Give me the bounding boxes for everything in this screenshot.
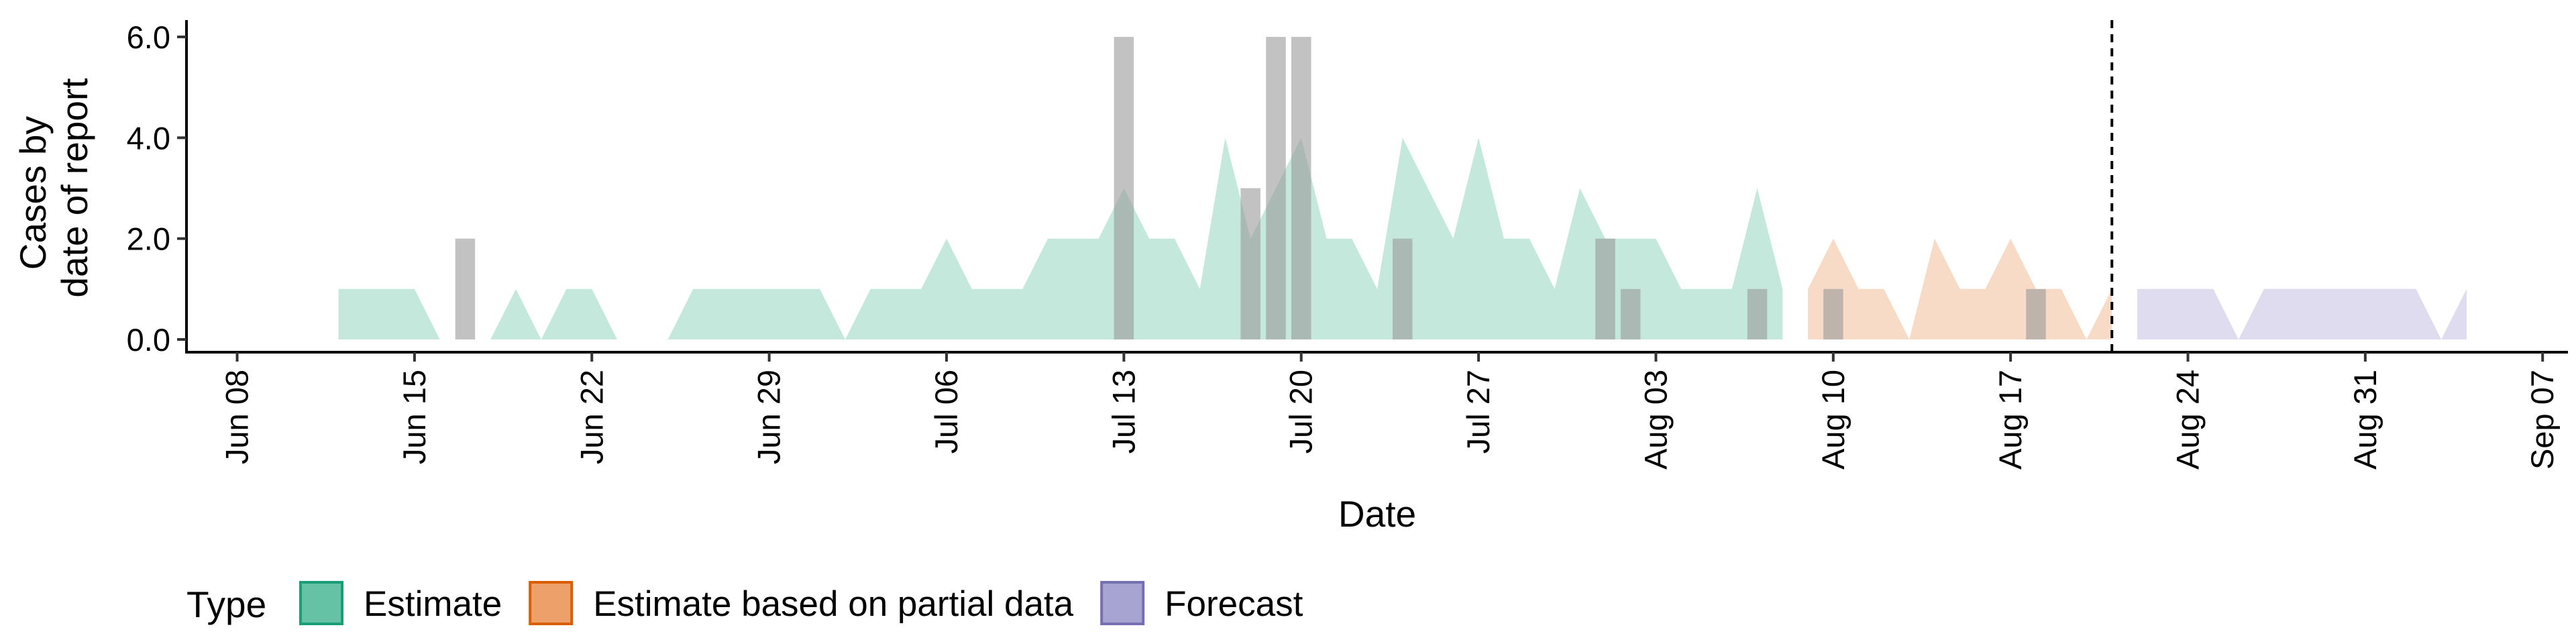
x-tick-label: Jun 15 xyxy=(396,370,432,464)
y-axis-title: Cases by date of report xyxy=(12,78,95,297)
x-tick-label: Sep 07 xyxy=(2524,370,2560,470)
y-tick-label: 2.0 xyxy=(127,221,170,257)
x-tick-label: Jul 27 xyxy=(1460,370,1496,453)
x-tick-label: Jul 06 xyxy=(928,370,964,453)
axes xyxy=(185,20,2568,354)
y-axis-ticks: 0.0 2.0 4.0 6.0 xyxy=(127,19,186,358)
legend-key-forecast xyxy=(1100,581,1145,625)
y-axis-title-line-2: date of report xyxy=(54,78,95,297)
y-axis-title-line-1: Cases by xyxy=(12,116,54,270)
observed-bar xyxy=(1291,37,1311,339)
x-tick-label: Jul 13 xyxy=(1106,370,1141,453)
area-estimate xyxy=(338,138,1783,340)
observed-bar xyxy=(1266,37,1286,339)
x-axis-title: Date xyxy=(1338,493,1416,535)
x-tick-label: Jun 22 xyxy=(574,370,609,464)
x-tick-label: Aug 10 xyxy=(1815,370,1851,470)
x-tick-label: Aug 31 xyxy=(2347,370,2383,470)
x-tick-label: Aug 17 xyxy=(1992,370,2028,470)
x-axis-ticks: Jun 08 Jun 15 Jun 22 Jun 29 Jul 06 Jul 13 Jul … xyxy=(219,352,2560,470)
observed-bar xyxy=(2026,288,2046,339)
area-estimate-based-on-partial-data xyxy=(1808,238,2112,339)
observed-bar xyxy=(1240,188,1260,339)
legend-label-estimate-based-on-partial-data: Estimate based on partial data xyxy=(593,584,1073,624)
x-tick-label: Jul 20 xyxy=(1283,370,1319,453)
y-tick-label: 0.0 xyxy=(127,322,170,358)
x-tick-label: Aug 24 xyxy=(2170,370,2206,470)
legend-label-estimate: Estimate xyxy=(364,584,502,624)
x-tick-label: Aug 03 xyxy=(1638,370,1673,470)
observed-bar xyxy=(1747,288,1768,339)
observed-bar xyxy=(1393,238,1413,339)
legend-title: Type xyxy=(186,584,266,625)
observed-bar xyxy=(1595,238,1615,339)
legend: Type Estimate Estimate based on partial d… xyxy=(186,581,1303,625)
legend-key-estimate xyxy=(299,581,343,625)
legend-key-estimate-based-on-partial-data xyxy=(529,581,574,625)
y-tick-label: 4.0 xyxy=(127,120,170,156)
observed-bar xyxy=(1823,288,1843,339)
observed-bar xyxy=(1620,288,1641,339)
observed-bar xyxy=(1114,37,1134,339)
observed-bars xyxy=(455,37,2046,339)
x-tick-label: Jun 29 xyxy=(751,370,787,464)
observed-bar xyxy=(455,238,476,339)
y-tick-label: 6.0 xyxy=(127,19,170,55)
area-forecast xyxy=(2137,288,2467,339)
legend-label-forecast: Forecast xyxy=(1165,584,1303,624)
x-tick-label: Jun 08 xyxy=(219,370,255,464)
